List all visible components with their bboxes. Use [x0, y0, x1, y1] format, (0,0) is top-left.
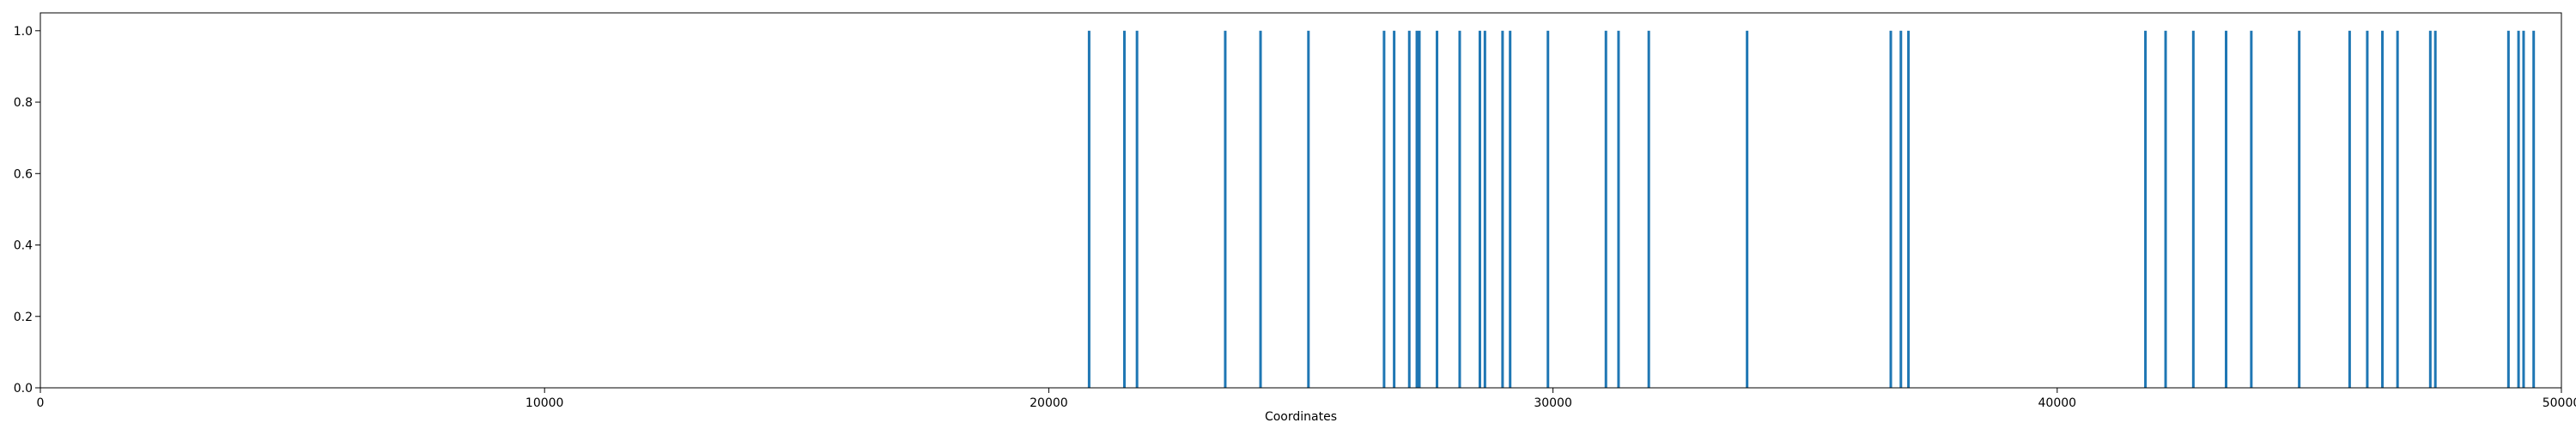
bar-0-32: [2366, 30, 2369, 389]
bar-0-3: [1224, 30, 1227, 389]
bar-0-7: [1393, 30, 1396, 389]
plot-frame: [39, 12, 2562, 389]
y-tick-label: 0.6: [14, 167, 33, 181]
x-tick-label: 40000: [2038, 396, 2077, 410]
bar-0-34: [2396, 30, 2399, 389]
bar-0-4: [1259, 30, 1262, 389]
bars-group: [1087, 30, 2536, 389]
plot-background: [40, 13, 2561, 388]
bar-0-15: [1501, 30, 1504, 389]
x-tick-label: 30000: [1534, 396, 1572, 410]
bar-0-40: [2532, 30, 2536, 389]
bar-0-11: [1436, 30, 1439, 389]
bar-0-18: [1604, 30, 1607, 389]
x-tick-label: 20000: [1030, 396, 1068, 410]
bar-0-19: [1617, 30, 1620, 389]
bar-0-8: [1407, 30, 1411, 389]
bar-0-35: [2428, 30, 2432, 389]
bar-0-6: [1382, 30, 1386, 389]
y-tick-label: 1.0: [14, 25, 33, 39]
bar-0-33: [2381, 30, 2385, 389]
bar-0-17: [1546, 30, 1550, 389]
y-tick-label: 0.0: [14, 382, 33, 396]
bar-0-38: [2517, 30, 2520, 389]
bar-0-26: [2164, 30, 2167, 389]
y-tick-label: 0.4: [14, 239, 33, 253]
bar-0-24: [1907, 30, 1911, 389]
x-axis-label: Coordinates: [1265, 410, 1337, 424]
bar-0-31: [2348, 30, 2351, 389]
bar-0-1: [1122, 30, 1126, 389]
bar-0-36: [2433, 30, 2437, 389]
bar-0-28: [2225, 30, 2228, 389]
x-tick-label: 0: [37, 396, 45, 410]
bar-0-21: [1746, 30, 1749, 389]
bar-0-27: [2191, 30, 2195, 389]
bar-0-10: [1418, 30, 1421, 389]
bar-0-14: [1483, 30, 1486, 389]
bar-0-25: [2144, 30, 2148, 389]
bar-0-23: [1899, 30, 1903, 389]
bar-0-5: [1307, 30, 1310, 389]
bar-0-2: [1135, 30, 1139, 389]
bar-0-13: [1478, 30, 1481, 389]
bar-0-0: [1087, 30, 1091, 389]
bar-0-39: [2522, 30, 2525, 389]
bar-0-20: [1647, 30, 1650, 389]
bar-0-12: [1458, 30, 1461, 389]
bar-0-29: [2250, 30, 2253, 389]
bar-0-16: [1509, 30, 1512, 389]
bar-0-22: [1889, 30, 1893, 389]
y-tick-label: 0.8: [14, 96, 33, 110]
bar-0-37: [2506, 30, 2510, 389]
y-axis: 0.0 0.2 0.4 0.6 0.8 1.0: [14, 25, 40, 396]
bar-0-30: [2298, 30, 2301, 389]
y-tick-label: 0.2: [14, 311, 33, 324]
x-tick-label: 10000: [526, 396, 564, 410]
bar-0-9: [1415, 30, 1419, 389]
